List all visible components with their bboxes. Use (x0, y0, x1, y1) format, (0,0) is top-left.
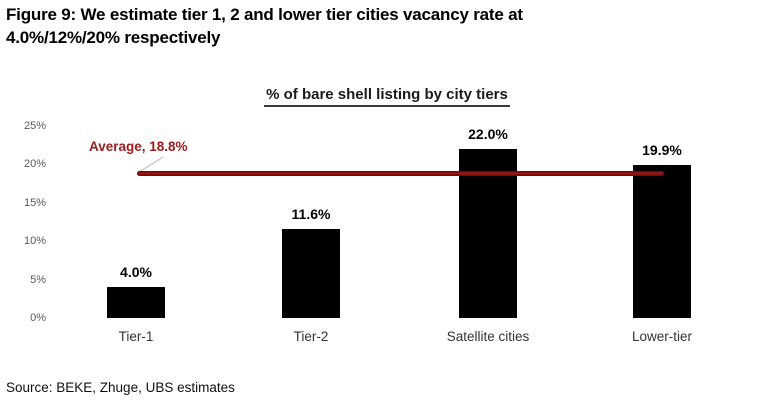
y-tick-20: 20% (23, 158, 46, 171)
bar-tier-2 (282, 229, 340, 318)
average-line (137, 171, 664, 177)
figure-title-line-2: 4.0%/12%/20% respectively (6, 28, 221, 47)
y-tick-0: 0% (30, 312, 46, 324)
y-tick-15: 15% (23, 196, 46, 209)
figure-title-line-1: Figure 9: We estimate tier 1, 2 and lowe… (6, 5, 523, 24)
bar-lower-tier (633, 165, 691, 318)
x-label-tier-2: Tier-2 (293, 329, 329, 344)
x-label-satellite-cities: Satellite cities (446, 329, 530, 344)
y-tick-25: 25% (23, 120, 46, 132)
average-label: Average, 18.8% (89, 139, 188, 154)
bar-satellite-cities (459, 149, 517, 318)
bar-value-label-lower-tier: 19.9% (642, 142, 682, 158)
bar-value-label-satellite-cities: 22.0% (468, 126, 508, 142)
source-note: Source: BEKE, Zhuge, UBS estimates (6, 380, 235, 395)
x-label-lower-tier: Lower-tier (631, 329, 693, 344)
x-label-tier-1: Tier-1 (118, 329, 154, 344)
y-tick-10: 10% (23, 235, 46, 248)
figure-title: Figure 9: We estimate tier 1, 2 and lowe… (6, 3, 767, 49)
y-tick-5: 5% (30, 273, 46, 286)
bar-tier-1 (107, 287, 165, 318)
bar-value-label-tier-2: 11.6% (291, 206, 331, 222)
chart-title: % of bare shell listing by city tiers (264, 86, 510, 107)
bar-value-label-tier-1: 4.0% (120, 264, 152, 280)
chart-title-wrap: % of bare shell listing by city tiers (0, 86, 774, 107)
